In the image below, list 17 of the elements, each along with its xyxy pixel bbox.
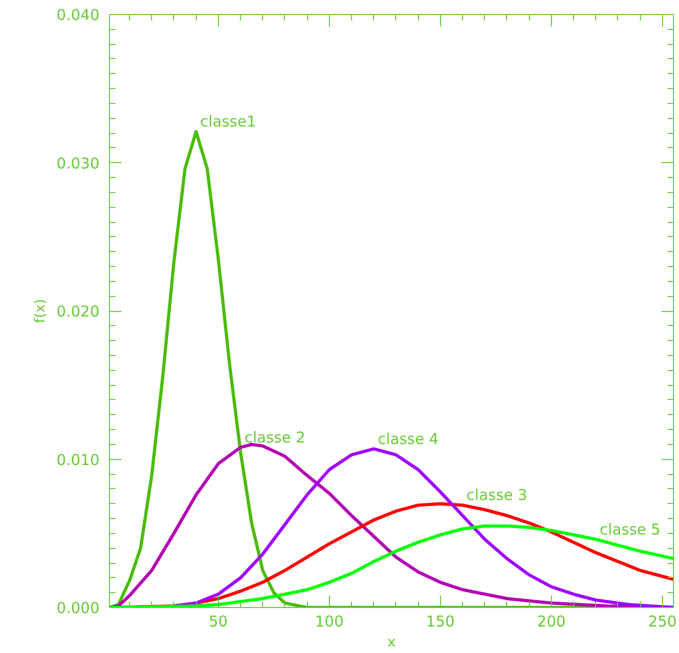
y-tick-label: 0.010	[56, 450, 100, 469]
x-tick-label: 250	[648, 612, 677, 630]
x-tick-label: 150	[426, 612, 455, 630]
annotation: classe 4	[378, 430, 439, 448]
x-tick-label: 200	[537, 612, 566, 630]
y-tick-label: 0.020	[56, 302, 100, 320]
x-tick-label: 50	[208, 612, 228, 630]
y-tick-label: 0.040	[56, 6, 100, 24]
x-tick-label: 100	[315, 612, 344, 630]
annotation: classe1	[200, 112, 256, 131]
y-tick-label: 0.000	[56, 599, 100, 617]
annotation: classe 2	[244, 428, 306, 446]
x-axis-title: x	[387, 634, 396, 650]
annotation: classe 3	[466, 486, 528, 504]
y-tick-label: 0.030	[56, 154, 100, 172]
y-axis-title: f(x)	[32, 298, 49, 324]
annotation: classe 5	[600, 520, 661, 538]
